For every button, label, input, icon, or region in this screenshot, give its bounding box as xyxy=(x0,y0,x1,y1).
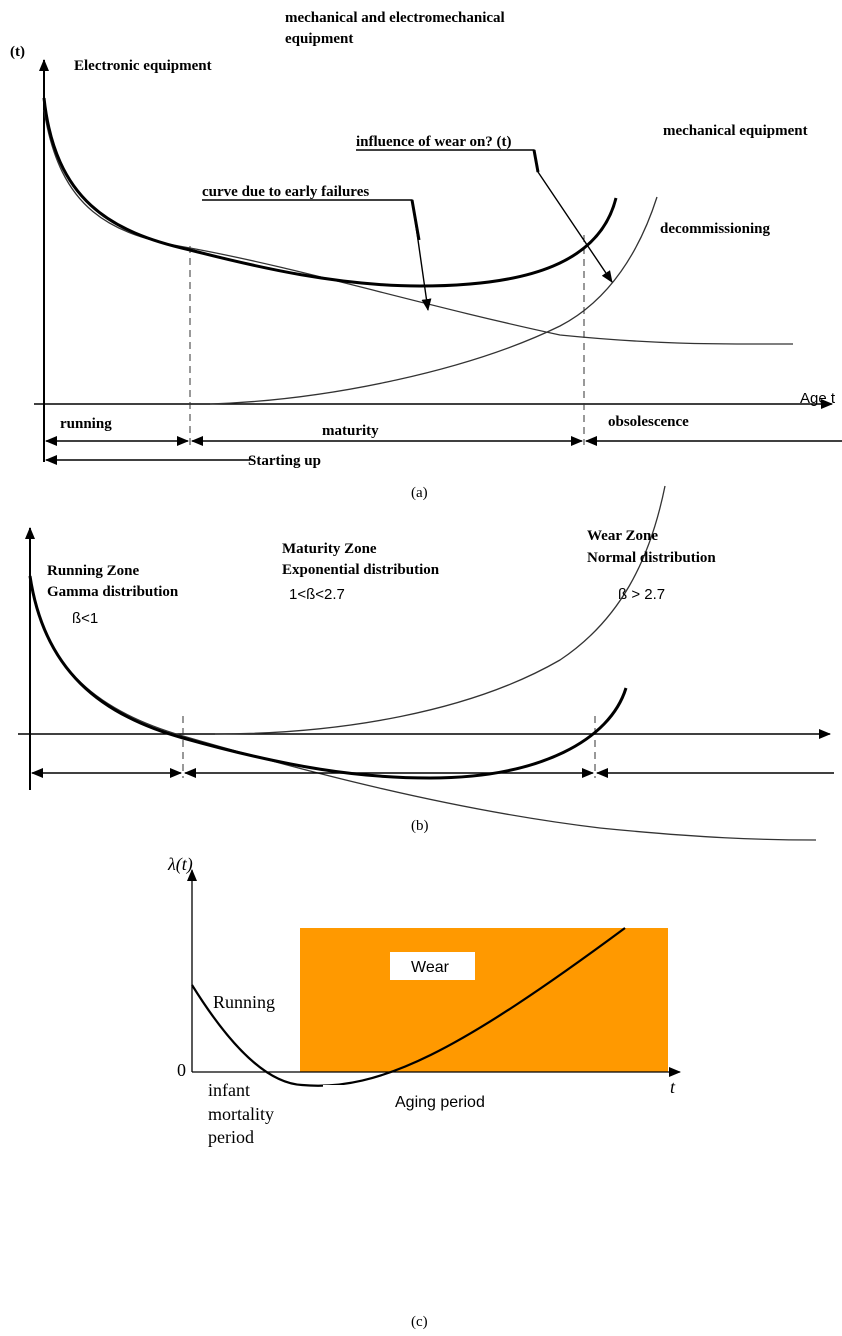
panel-a-x-axis-label: Age t xyxy=(800,390,836,407)
label-mech-electromech-line2: equipment xyxy=(285,31,353,47)
aging-period-label: Aging period xyxy=(395,1094,485,1111)
phase-starting-up-label: Starting up xyxy=(248,453,321,469)
panel-a: (t) mechanical and electromechanical equ… xyxy=(10,10,842,501)
panel-b-early-failure-curve xyxy=(29,579,817,841)
panel-c-caption: (c) xyxy=(411,1314,428,1330)
panel-b: Running Zone Gamma distribution ß<1 Matu… xyxy=(18,485,834,841)
running-beta-label: ß<1 xyxy=(72,610,98,627)
maturity-beta-label: 1<ß<2.7 xyxy=(289,586,345,603)
panel-a-bathtub-curve xyxy=(42,97,618,288)
panel-c-origin-label: 0 xyxy=(177,1060,186,1080)
panel-a-y-axis-label: (t) xyxy=(10,44,25,60)
label-electronic-equipment: Electronic equipment xyxy=(74,58,212,74)
panel-a-early-pointer-bold xyxy=(410,199,421,241)
wear-region xyxy=(300,928,668,1072)
wear-distribution-label: Normal distribution xyxy=(587,550,716,566)
running-zone-label: Running Zone xyxy=(47,563,139,579)
panel-a-wear-pointer xyxy=(356,149,613,283)
wear-label: Wear xyxy=(411,959,450,976)
panel-a-wear-pointer-bold xyxy=(532,149,540,173)
phase-obsolescence-label: obsolescence xyxy=(608,414,689,430)
wear-zone-label: Wear Zone xyxy=(587,528,658,544)
phase-maturity-label: maturity xyxy=(322,423,379,439)
infant-label-line1: infant xyxy=(208,1080,250,1100)
label-mech-electromech-line1: mechanical and electromechanical xyxy=(285,10,505,26)
maturity-distribution-label: Exponential distribution xyxy=(282,562,440,578)
panel-a-early-failure-curve xyxy=(43,109,794,345)
panel-c: λ(t) t 0 Running Wear Aging period infan… xyxy=(167,854,681,1330)
wear-box xyxy=(390,952,475,980)
phase-running-label: running xyxy=(60,416,112,432)
aging-period-box xyxy=(323,1085,595,1117)
panel-b-bathtub-curve xyxy=(28,575,628,780)
panel-c-y-axis-label: λ(t) xyxy=(167,854,193,875)
panel-b-wear-curve xyxy=(214,485,666,735)
label-influence-of-wear: influence of wear on? (t) xyxy=(356,134,512,150)
wear-beta-label: ß > 2.7 xyxy=(618,586,665,603)
infant-label-line2: mortality xyxy=(208,1104,274,1124)
running-distribution-label: Gamma distribution xyxy=(47,584,179,600)
label-decommissioning: decommissioning xyxy=(660,221,771,237)
label-mechanical-equipment: mechanical equipment xyxy=(663,123,808,139)
infant-label-line3: period xyxy=(208,1127,254,1147)
panel-b-caption: (b) xyxy=(411,818,429,834)
label-early-failures: curve due to early failures xyxy=(202,184,369,200)
panel-a-caption: (a) xyxy=(411,485,428,501)
panel-a-early-pointer xyxy=(202,199,432,311)
maturity-zone-label: Maturity Zone xyxy=(282,541,377,557)
panel-a-wear-curve xyxy=(209,196,658,405)
panel-c-x-axis-label: t xyxy=(670,1077,676,1097)
running-label: Running xyxy=(213,992,275,1012)
